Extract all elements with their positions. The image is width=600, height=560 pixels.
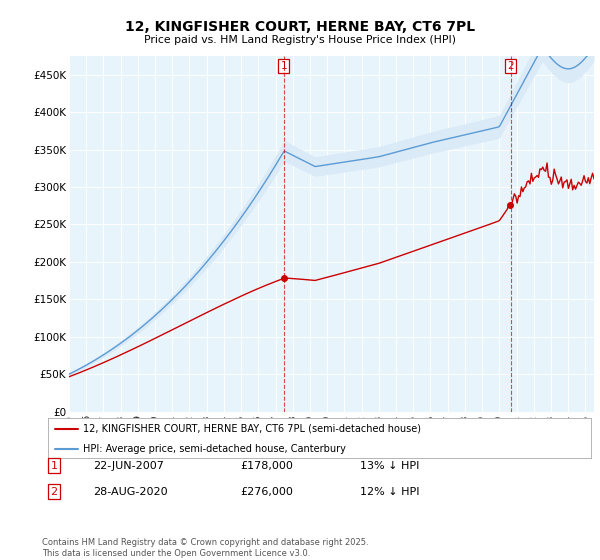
Text: 13% ↓ HPI: 13% ↓ HPI <box>360 461 419 471</box>
Text: 12, KINGFISHER COURT, HERNE BAY, CT6 7PL: 12, KINGFISHER COURT, HERNE BAY, CT6 7PL <box>125 20 475 34</box>
Text: £276,000: £276,000 <box>240 487 293 497</box>
Text: 12% ↓ HPI: 12% ↓ HPI <box>360 487 419 497</box>
Text: HPI: Average price, semi-detached house, Canterbury: HPI: Average price, semi-detached house,… <box>83 444 346 454</box>
Text: £178,000: £178,000 <box>240 461 293 471</box>
Text: 1: 1 <box>280 62 287 71</box>
Text: 28-AUG-2020: 28-AUG-2020 <box>93 487 167 497</box>
Text: 1: 1 <box>50 461 58 471</box>
Text: 2: 2 <box>507 62 514 71</box>
Text: Contains HM Land Registry data © Crown copyright and database right 2025.
This d: Contains HM Land Registry data © Crown c… <box>42 538 368 558</box>
Text: 22-JUN-2007: 22-JUN-2007 <box>93 461 164 471</box>
Text: 12, KINGFISHER COURT, HERNE BAY, CT6 7PL (semi-detached house): 12, KINGFISHER COURT, HERNE BAY, CT6 7PL… <box>83 424 421 433</box>
Text: Price paid vs. HM Land Registry's House Price Index (HPI): Price paid vs. HM Land Registry's House … <box>144 35 456 45</box>
Text: 2: 2 <box>50 487 58 497</box>
